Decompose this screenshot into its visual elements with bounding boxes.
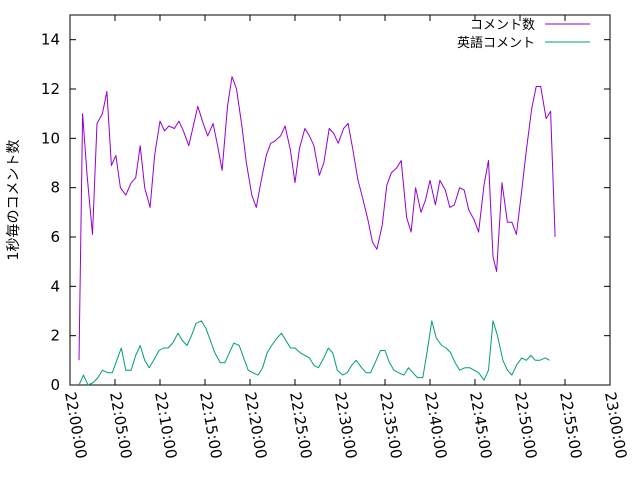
y-tick-label: 6 [50, 228, 60, 246]
x-tick-label: 22:45:00 [466, 391, 495, 460]
y-axis: 0 2 4 6 8 10 12 14 [41, 31, 610, 394]
y-tick-label: 0 [50, 376, 60, 394]
x-tick-label: 22:15:00 [196, 391, 225, 460]
legend-label-0: コメント数 [470, 18, 535, 33]
x-tick-label: 22:00:00 [61, 391, 90, 460]
y-tick-label: 8 [50, 179, 60, 197]
legend-label-1: 英語コメント [457, 35, 535, 51]
x-tick-label: 22:40:00 [421, 391, 450, 460]
y-tick-label: 4 [50, 277, 60, 295]
series-line-1 [78, 320, 550, 386]
x-tick-label: 22:25:00 [286, 391, 315, 460]
y-tick-label: 10 [41, 129, 60, 147]
x-tick-label: 22:35:00 [376, 391, 405, 460]
y-tick-label: 2 [50, 327, 60, 345]
x-tick-label: 22:10:00 [151, 391, 180, 460]
x-tick-label: 22:50:00 [511, 391, 540, 460]
x-tick-label: 22:05:00 [106, 391, 135, 460]
series-layer [78, 76, 556, 386]
x-tick-label: 22:30:00 [331, 391, 360, 460]
y-axis-title: 1秒毎のコメント数 [6, 140, 22, 261]
x-tick-label: 22:55:00 [556, 391, 585, 460]
x-tick-label: 22:20:00 [241, 391, 270, 460]
x-tick-label: 23:00:00 [601, 391, 630, 460]
series-line-0 [78, 76, 556, 361]
y-tick-label: 14 [41, 31, 60, 49]
y-tick-label: 12 [41, 80, 60, 98]
x-axis: 22:00:00 22:05:00 22:10:00 22:15:00 22:20:00… [61, 15, 630, 460]
